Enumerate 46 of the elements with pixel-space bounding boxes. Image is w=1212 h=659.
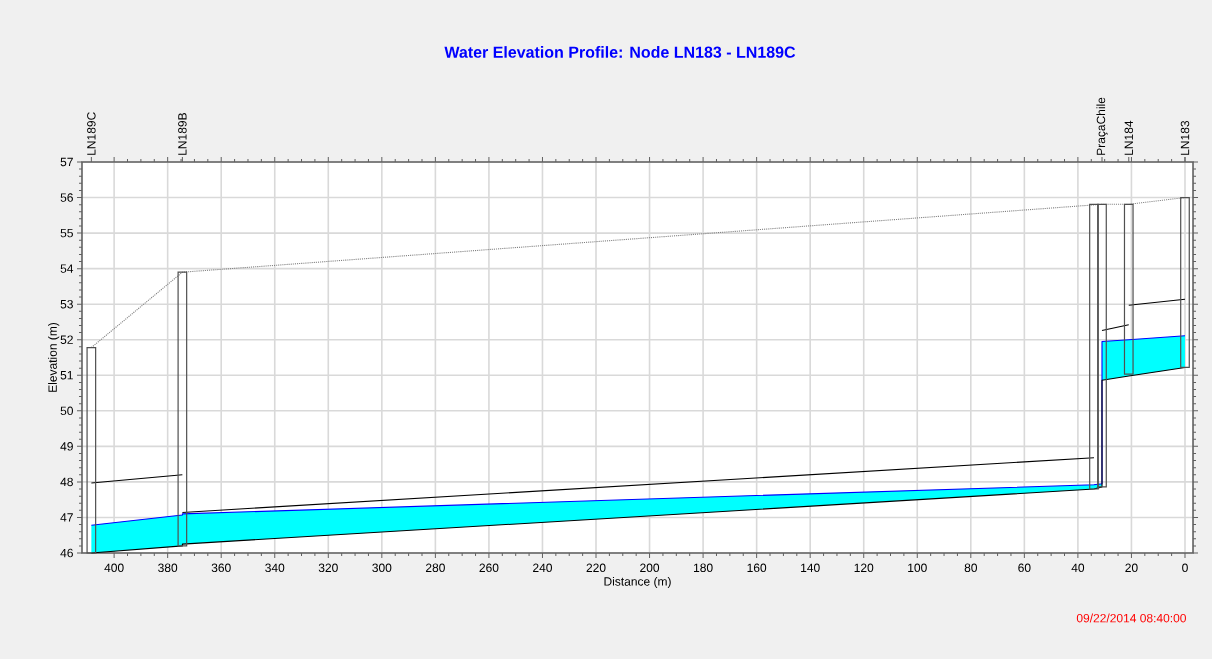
x-tick-label: 340 xyxy=(265,563,285,573)
x-tick-label: 400 xyxy=(104,563,124,573)
x-tick-label: 40 xyxy=(1071,563,1085,573)
annotation: LN189C xyxy=(87,112,96,155)
x-tick-label: 140 xyxy=(801,563,820,573)
y-tick-label: 49 xyxy=(60,442,73,451)
y-tick-label: 53 xyxy=(60,299,73,309)
x-tick-label: 240 xyxy=(533,563,553,573)
y-tick-label: 55 xyxy=(60,228,73,238)
x-tick-label: 80 xyxy=(964,563,978,573)
bar xyxy=(1180,196,1190,369)
x-tick-label: 320 xyxy=(318,563,338,573)
x-tick-label: 20 xyxy=(1125,563,1138,573)
x-tick-label: 0 xyxy=(1182,563,1188,573)
y-tick-label: 52 xyxy=(60,335,73,344)
x-tick-label: 60 xyxy=(1018,563,1031,573)
x-tick-label: 280 xyxy=(425,563,445,573)
bar xyxy=(86,346,97,554)
x-tick-label: 100 xyxy=(908,563,927,573)
y-tick-label: 51 xyxy=(60,371,73,380)
annotation: LN184 xyxy=(1124,120,1134,155)
y-tick-label: 54 xyxy=(60,264,74,273)
y-tick-label: 57 xyxy=(60,157,73,167)
x-tick-label: 120 xyxy=(854,563,874,573)
bar xyxy=(1123,203,1134,375)
annotation: LN183 xyxy=(1180,120,1190,155)
y-tick-label: 48 xyxy=(60,477,73,487)
y-tick-label: 46 xyxy=(60,548,73,558)
y-tick-label: 50 xyxy=(60,406,73,416)
bar xyxy=(177,271,188,547)
x-tick-label: 380 xyxy=(158,563,178,573)
x-tick-label: 160 xyxy=(747,563,767,573)
x-tick-label: 300 xyxy=(372,563,392,573)
annotation: LN189B xyxy=(178,113,187,155)
y-tick-label: 56 xyxy=(60,193,73,202)
y-axis-title: Elevation (m) xyxy=(48,322,60,392)
y-tick-label: 47 xyxy=(60,513,73,522)
x-tick-label: 360 xyxy=(211,563,231,573)
annotation: PraçaChile xyxy=(1096,97,1108,155)
chart-title: Water Elevation Profile: Node LN183 - LN189C xyxy=(444,46,796,58)
x-tick-label: 200 xyxy=(640,563,660,573)
x-tick-label: 220 xyxy=(586,563,606,573)
x-tick-label: 260 xyxy=(479,563,499,573)
text: 09/22/2014 08:40:00 xyxy=(1076,613,1186,623)
x-tick-label: 180 xyxy=(693,563,713,573)
x-axis-title: Distance (m) xyxy=(604,576,671,589)
